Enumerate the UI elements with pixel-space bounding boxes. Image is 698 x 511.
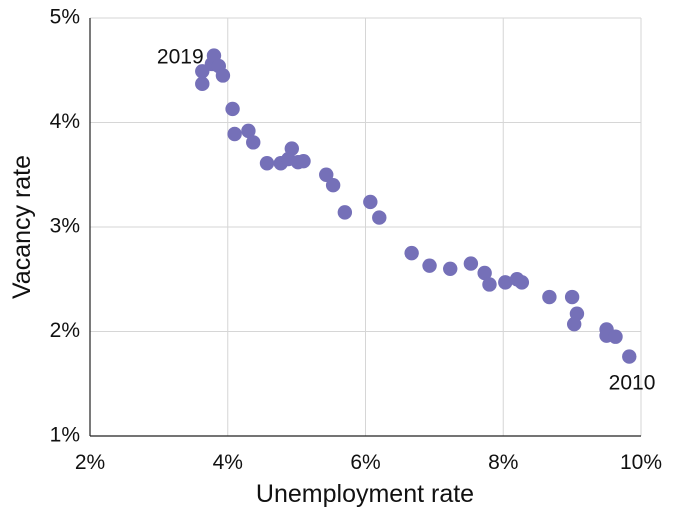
data-point <box>482 277 497 292</box>
y-axis-title: Vacancy rate <box>8 155 36 299</box>
x-tick-label: 2% <box>75 451 105 474</box>
gridlines <box>90 17 642 436</box>
data-point <box>564 289 580 305</box>
data-point <box>325 178 341 193</box>
data-point <box>498 275 513 290</box>
data-point <box>622 349 637 364</box>
point-annotation: 2010 <box>609 371 656 394</box>
y-tick-label: 2% <box>50 319 80 342</box>
data-point <box>195 76 210 92</box>
data-point <box>443 261 458 276</box>
axes <box>89 18 641 437</box>
x-tick-label: 10% <box>620 451 662 474</box>
data-point <box>477 265 492 281</box>
data-point <box>542 289 557 305</box>
data-point <box>319 167 334 182</box>
y-tick-label: 3% <box>50 215 80 238</box>
data-point <box>284 141 300 156</box>
tick-labels: 2% 4% 6% 8% 10% 1% 2% 3% 4% 5% <box>50 6 662 474</box>
data-point <box>463 256 479 271</box>
data-point <box>404 245 419 261</box>
data-points <box>195 48 637 364</box>
data-point <box>514 275 530 290</box>
y-tick-label: 5% <box>50 6 80 29</box>
data-point <box>566 316 582 332</box>
x-tick-label: 8% <box>488 451 518 474</box>
data-point <box>363 194 378 210</box>
data-point <box>259 156 275 171</box>
x-tick-label: 6% <box>350 451 380 474</box>
annotations: 2019 2010 <box>157 45 655 394</box>
data-point <box>215 68 231 83</box>
data-point <box>241 123 256 139</box>
data-point <box>225 101 240 117</box>
data-point <box>337 205 353 220</box>
data-point <box>227 126 242 142</box>
data-point <box>608 329 623 344</box>
y-tick-label: 4% <box>50 110 80 133</box>
y-tick-label: 1% <box>50 424 80 447</box>
data-point <box>296 153 311 169</box>
data-point <box>246 135 261 150</box>
x-tick-label: 4% <box>213 451 243 474</box>
x-axis-title: Unemployment rate <box>256 480 474 508</box>
data-point <box>422 258 437 273</box>
point-annotation: 2019 <box>157 45 204 68</box>
data-point <box>372 210 387 225</box>
